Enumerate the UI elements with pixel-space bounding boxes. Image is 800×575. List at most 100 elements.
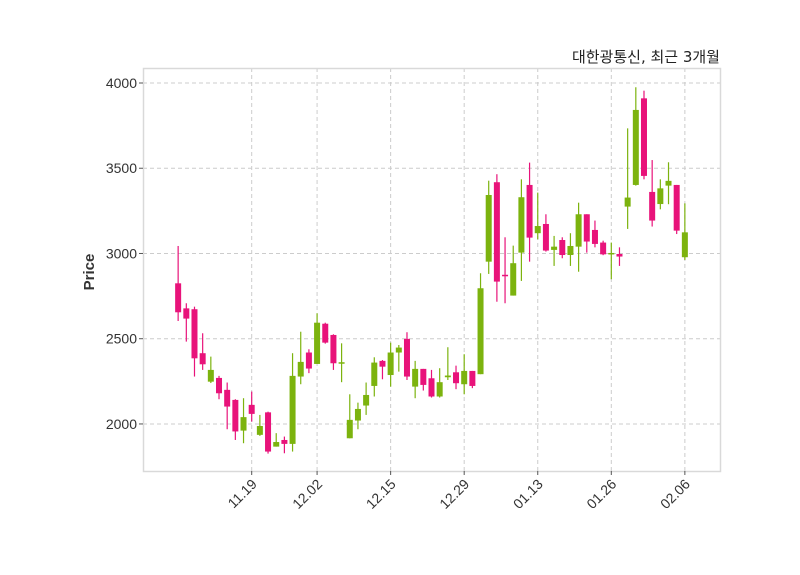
x-tick-label: 12.29 (436, 476, 472, 512)
candle-body (232, 399, 239, 432)
candle-up (681, 203, 688, 260)
candle-up (240, 398, 247, 444)
candle-body (224, 389, 231, 407)
candle-body (518, 197, 525, 253)
candle-body (216, 377, 223, 394)
candle-down (248, 391, 255, 422)
candle-body (183, 308, 190, 319)
candle-down (379, 360, 386, 380)
x-tick-label: 11.19 (224, 476, 260, 512)
candle-body (379, 360, 386, 367)
candle-body (273, 442, 280, 447)
candle-body (534, 226, 541, 234)
candle-body (322, 323, 329, 343)
candle-down (559, 237, 566, 259)
candle-body (346, 419, 353, 439)
candle-body (338, 362, 345, 364)
candle-up (510, 245, 517, 296)
candle-body (265, 412, 272, 452)
grid-lines (143, 68, 720, 471)
candle-body (453, 372, 460, 384)
candle-down (502, 237, 509, 304)
y-axis-label: Price (81, 254, 98, 291)
candle-body (510, 263, 517, 296)
candle-down (600, 240, 607, 256)
candle-body (314, 322, 321, 364)
candle-body (502, 274, 509, 277)
candle-body (305, 352, 312, 369)
candle-down (469, 370, 476, 389)
candle-body (363, 394, 370, 406)
candle-down (224, 382, 231, 430)
candle-down (493, 174, 500, 302)
candle-body (485, 195, 492, 262)
chart-title: 대한광통신, 최근 3개월 (572, 48, 720, 66)
candle-down (649, 160, 656, 227)
candle-down (542, 214, 549, 252)
candle-body (387, 352, 394, 376)
y-tick-label: 2000 (106, 416, 137, 432)
candle-body (444, 375, 451, 378)
candle-down (420, 368, 427, 391)
candle-up (289, 353, 296, 452)
candle-body (559, 240, 566, 256)
candle-body (649, 191, 656, 221)
candle-down (673, 184, 680, 235)
candle-up (551, 235, 558, 266)
candle-body (551, 246, 558, 250)
candle-up (567, 233, 574, 266)
candle-body (469, 370, 476, 386)
candle-down (403, 332, 410, 380)
candle-body (657, 188, 664, 205)
candle-up (346, 394, 353, 439)
candle-up (632, 87, 639, 186)
candle-body (526, 184, 533, 238)
candle-down (216, 375, 223, 400)
y-tick-label: 3000 (106, 245, 137, 261)
candle-down (281, 436, 288, 454)
candle-down (428, 369, 435, 398)
candle-body (420, 368, 427, 385)
candle-up (534, 192, 541, 240)
candle-up (657, 179, 664, 210)
candle-body (461, 370, 468, 385)
x-axis-ticks: 11.19 12.02 12.15 12.29 01.13 01.26 02.06 (224, 471, 693, 512)
candle-up (412, 360, 419, 399)
candle-down (232, 399, 239, 440)
candle-up (665, 162, 672, 205)
candle-down (616, 247, 623, 266)
candle-up (444, 347, 451, 380)
y-tick-label: 3500 (106, 160, 137, 176)
x-tick-label: 12.02 (289, 476, 325, 512)
candle-up (297, 331, 304, 385)
candle-body (175, 283, 182, 313)
candle-down (330, 334, 337, 370)
candle-body (395, 347, 402, 353)
y-tick-label: 2500 (106, 331, 137, 347)
candle-body (281, 439, 288, 444)
candle-up (436, 368, 443, 398)
candle-body (412, 368, 419, 387)
candle-body (289, 375, 296, 444)
candle-up (338, 343, 345, 383)
candle-up (477, 273, 484, 375)
candle-up (624, 128, 631, 229)
candle-body (542, 223, 549, 251)
candle-down (305, 349, 312, 374)
candle-down (191, 306, 198, 377)
candle-body (640, 98, 647, 176)
x-tick-label: 02.06 (657, 476, 693, 512)
candle-body (493, 182, 500, 282)
candle-down (183, 303, 190, 342)
y-axis-ticks: 2000 2500 3000 3500 4000 (106, 75, 143, 432)
candle-body (583, 214, 590, 242)
candle-up (387, 342, 394, 387)
candle-body (207, 369, 214, 382)
candle-up (273, 433, 280, 447)
candle-body (567, 245, 574, 256)
candle-body (608, 252, 615, 255)
candle-body (632, 109, 639, 185)
candle-down (526, 162, 533, 262)
candle-body (624, 197, 631, 207)
